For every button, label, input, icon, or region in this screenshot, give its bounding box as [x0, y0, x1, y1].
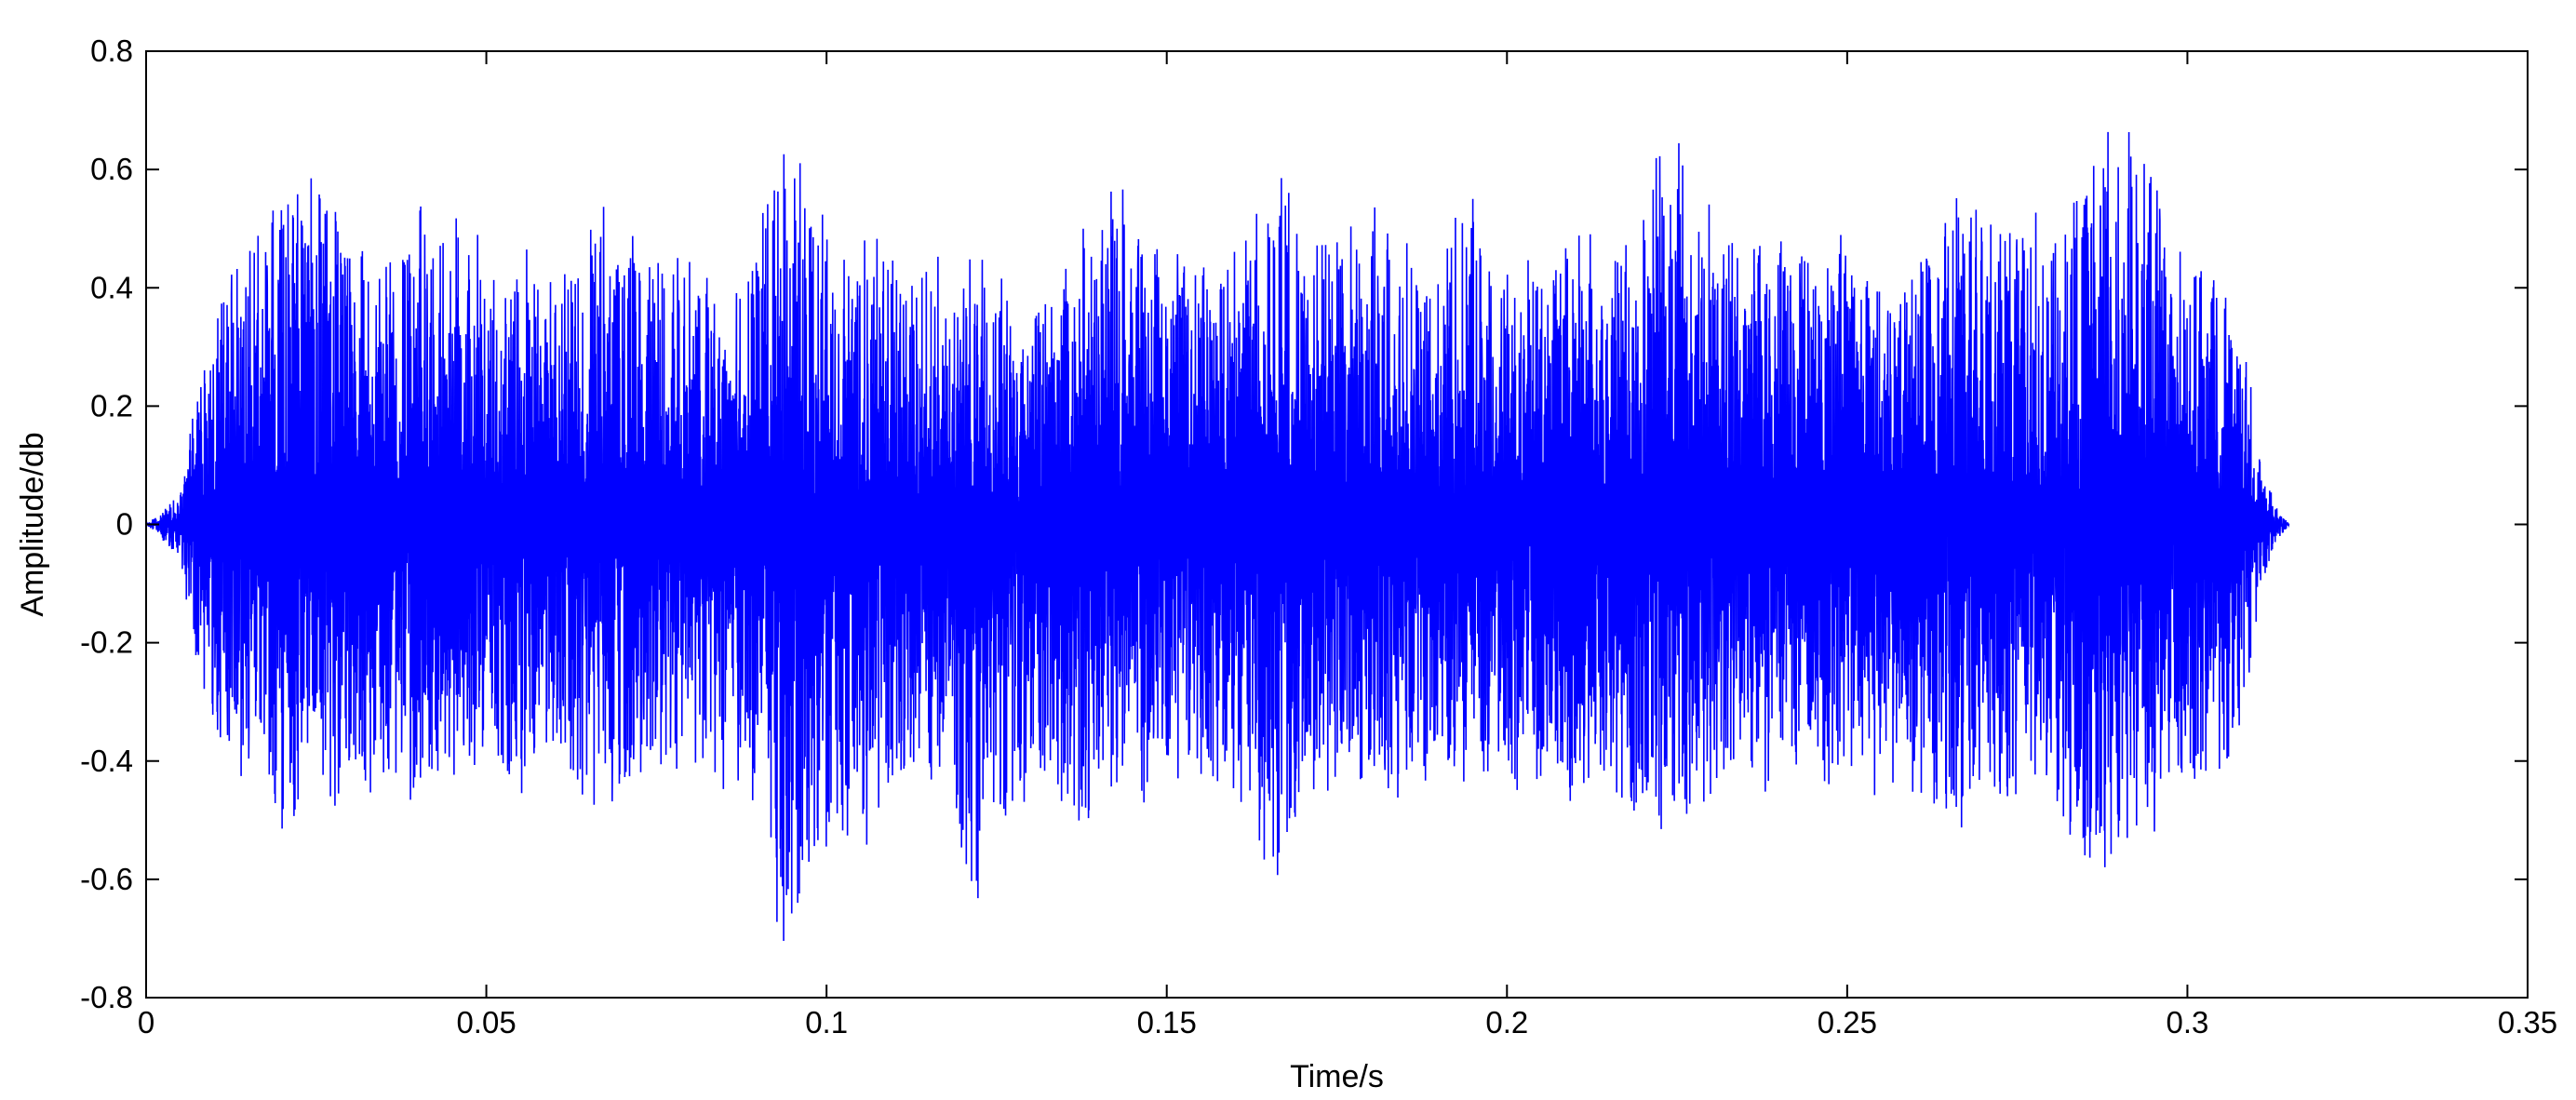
y-tick-label: 0	[116, 507, 133, 542]
ticks-layer	[145, 50, 2529, 999]
x-tick-label: 0	[138, 1005, 154, 1040]
x-tick-label: 0.3	[2166, 1005, 2208, 1040]
tick-labels-layer: 0 0.05 0.1 0.15 0.2 0.25 0.3 0.35 -0.8 -0.6 -0.4 -0…	[80, 34, 2557, 1040]
y-tick-label: 0.4	[90, 270, 133, 304]
x-tick-label: 0.35	[2498, 1005, 2557, 1040]
y-tick-label: 0.6	[90, 152, 133, 186]
x-tick-label: 0.2	[1485, 1005, 1528, 1040]
signal-line	[146, 131, 2290, 941]
x-tick-label: 0.25	[1818, 1005, 1877, 1040]
y-tick-label: -0.6	[80, 862, 133, 896]
x-tick-label: 0.05	[456, 1005, 516, 1040]
y-axis-label: Amplitude/db	[15, 432, 50, 616]
y-tick-label: -0.2	[80, 625, 133, 660]
y-tick-label: -0.4	[80, 744, 133, 778]
x-axis-label: Time/s	[1290, 1059, 1384, 1094]
y-tick-label: -0.8	[80, 980, 133, 1014]
x-tick-label: 0.15	[1137, 1005, 1197, 1040]
plot-area	[146, 131, 2290, 941]
series-layer	[146, 131, 2290, 941]
y-tick-label: 0.8	[90, 34, 133, 68]
y-tick-label: 0.2	[90, 388, 133, 423]
x-tick-label: 0.1	[805, 1005, 848, 1040]
